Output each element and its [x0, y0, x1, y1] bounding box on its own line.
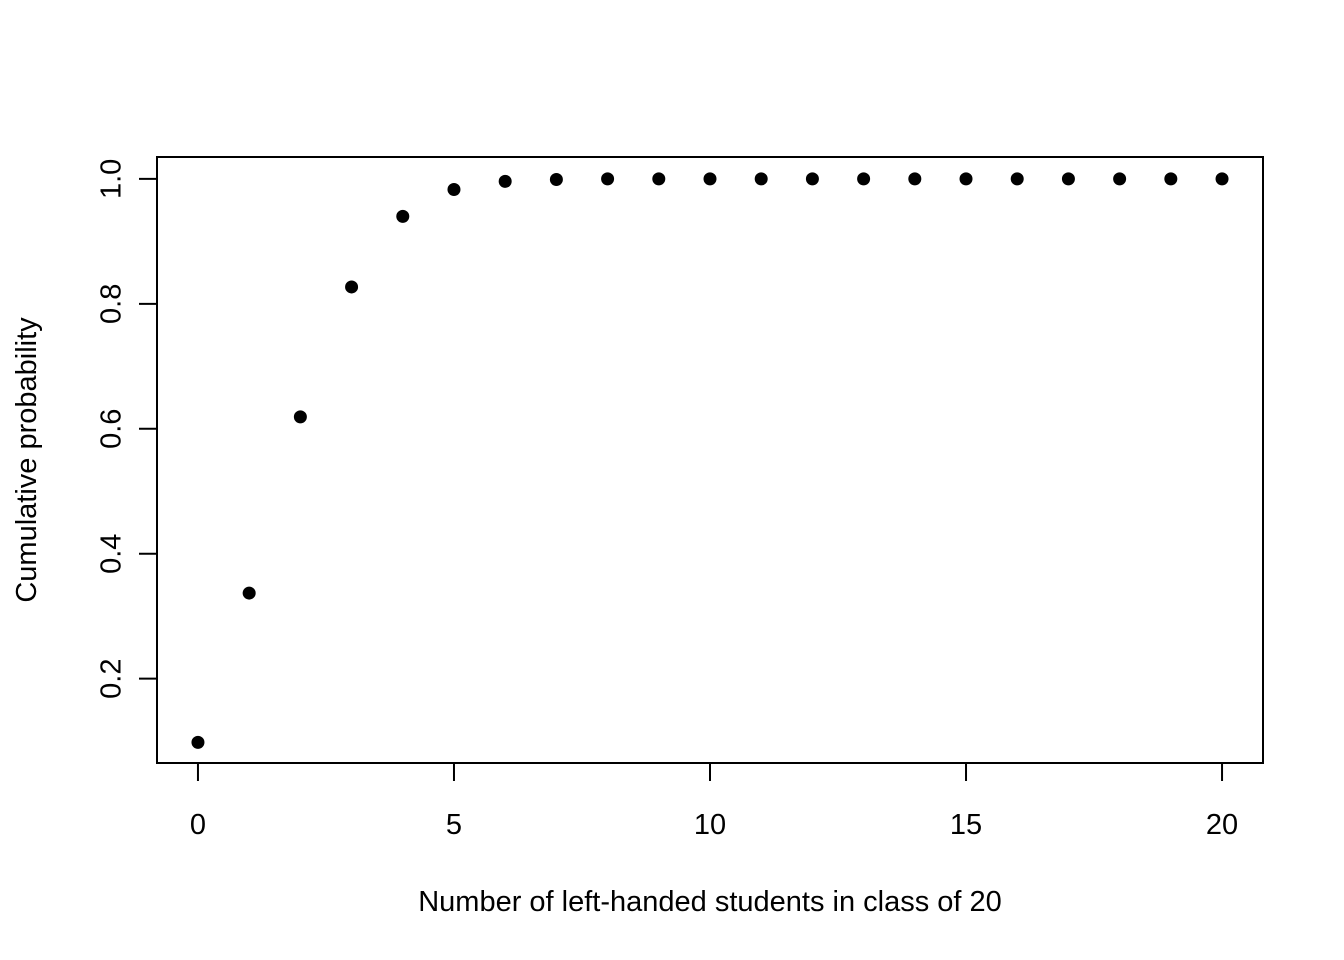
data-point	[805, 172, 819, 186]
data-point	[345, 280, 359, 294]
data-point	[396, 209, 410, 223]
data-point	[652, 172, 666, 186]
data-point	[1215, 172, 1229, 186]
data-point	[1113, 172, 1127, 186]
y-axis: 0.2 0.4 0.6 0.8 1.0	[96, 159, 158, 699]
data-point	[857, 172, 871, 186]
data-point	[754, 172, 768, 186]
y-tick-label: 0.8	[96, 284, 128, 324]
x-tick-label: 10	[694, 809, 726, 841]
x-tick-label: 20	[1206, 809, 1238, 841]
data-point	[498, 174, 512, 188]
y-tick-label: 0.4	[96, 534, 128, 574]
y-tick-label: 0.6	[96, 409, 128, 449]
y-tick-label: 1.0	[96, 159, 128, 199]
data-point	[242, 586, 256, 600]
x-axis: 0 5 10 15 20	[190, 762, 1238, 841]
data-point	[293, 410, 307, 424]
data-point	[1010, 172, 1024, 186]
data-points	[191, 172, 1229, 749]
data-point	[191, 735, 205, 749]
data-point	[601, 172, 615, 186]
x-axis-label: Number of left-handed students in class …	[418, 886, 1002, 918]
y-axis-label: Cumulative probability	[11, 317, 43, 603]
data-point	[959, 172, 973, 186]
data-point	[1164, 172, 1178, 186]
data-point	[703, 172, 717, 186]
data-point	[447, 182, 461, 196]
y-tick-label: 0.2	[96, 658, 128, 698]
data-point	[549, 172, 563, 186]
data-point	[1061, 172, 1075, 186]
x-tick-label: 0	[190, 809, 206, 841]
x-tick-label: 15	[950, 809, 982, 841]
data-point	[908, 172, 922, 186]
plot-frame	[156, 156, 1264, 764]
x-tick-label: 5	[446, 809, 462, 841]
